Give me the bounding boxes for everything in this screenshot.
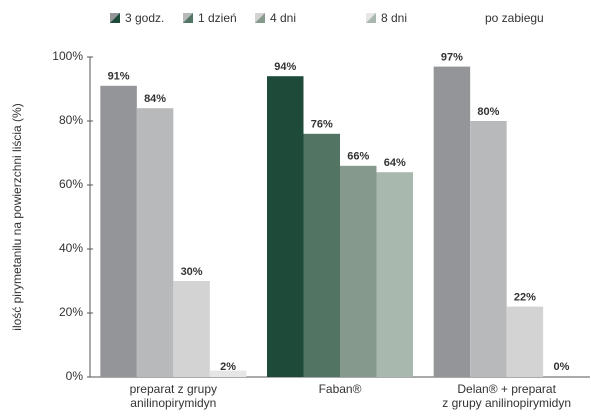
y-axis-label: ilość pirymetanilu na powierzchni liścia… [10, 103, 24, 330]
bar [340, 165, 377, 377]
legend-swatch-shade [255, 13, 265, 23]
data-label: 0% [553, 361, 569, 373]
legend-swatch-shade [366, 13, 376, 23]
bar [267, 76, 304, 377]
data-label: 76% [311, 119, 333, 131]
x-tick-label: preparat z grupy anilinopirymidyn [129, 382, 218, 410]
legend-label: 3 godz. [125, 11, 164, 25]
x-tick-label: Faban® [318, 382, 362, 396]
legend-swatch-shade [183, 13, 193, 23]
data-label: 30% [181, 266, 203, 278]
bar [376, 172, 413, 377]
bar [209, 370, 247, 377]
y-tick-label: 80% [59, 113, 83, 127]
bar [433, 66, 471, 377]
data-label: 97% [441, 52, 463, 64]
y-tick-label: 0% [66, 369, 84, 383]
data-label: 84% [144, 93, 166, 105]
bar [470, 121, 507, 377]
x-tick-label: Delan® + preparat z grupy anilinopirymid… [442, 382, 572, 410]
legend-note: po zabiegu [485, 11, 544, 25]
y-tick-label: 40% [59, 241, 83, 255]
data-label: 64% [384, 157, 406, 169]
bar [136, 108, 174, 377]
data-label: 66% [347, 151, 369, 163]
data-label: 22% [514, 292, 536, 304]
data-label: 94% [274, 61, 296, 73]
legend-label: 8 dni [381, 11, 407, 25]
y-tick-label: 60% [59, 177, 83, 191]
y-tick-label: 100% [52, 49, 83, 63]
bar [173, 281, 210, 377]
legend-swatch-shade [110, 13, 120, 23]
data-label: 80% [477, 106, 499, 118]
bar [303, 133, 340, 377]
data-label: 91% [108, 71, 130, 83]
bar [100, 85, 137, 378]
legend-label: 1 dzień [198, 11, 237, 25]
y-tick-label: 20% [59, 305, 83, 319]
bar [506, 306, 544, 377]
data-label: 2% [220, 361, 236, 373]
legend-label: 4 dni [270, 11, 296, 25]
